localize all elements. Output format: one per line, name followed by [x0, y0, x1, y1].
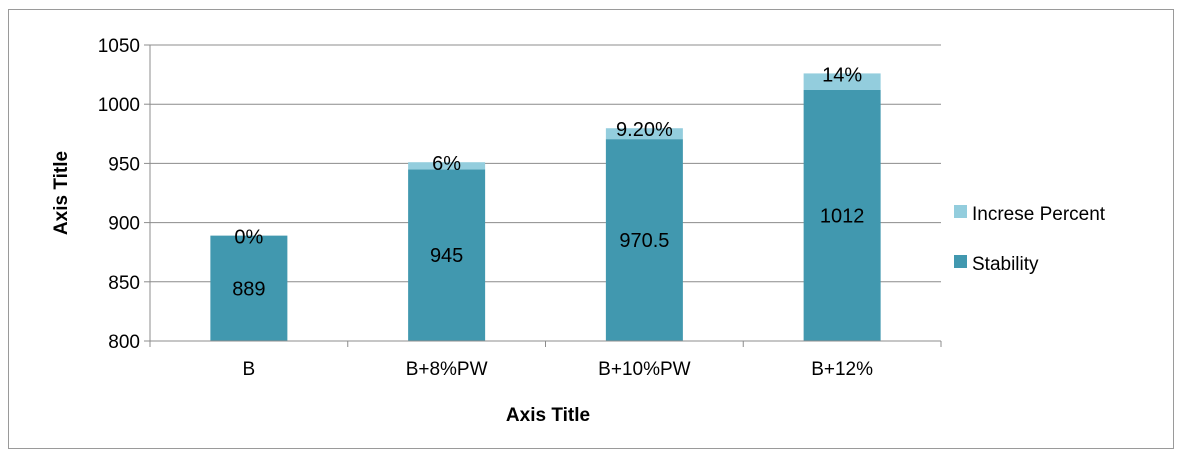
x-tick-label-0: B	[243, 359, 256, 380]
x-axis-title: Axis Title	[506, 405, 590, 426]
data-label-stability-3: 1012	[820, 205, 865, 227]
y-tick-label-1050: 1050	[98, 36, 140, 57]
x-tick-label-1: B+8%PW	[406, 359, 488, 380]
data-label-stability-2: 970.5	[619, 230, 669, 252]
data-label-stability-0: 889	[232, 278, 265, 300]
data-label-increse-percent-3: 14%	[822, 64, 862, 86]
legend-label-increse-percent: Increse Percent	[972, 204, 1106, 225]
legend-label-stability: Stability	[972, 254, 1039, 275]
legend-swatch-increse-percent	[954, 205, 967, 218]
y-tick-label-1000: 1000	[98, 95, 140, 116]
bar-stability-2	[605, 139, 683, 341]
y-axis-title: Axis Title	[51, 151, 72, 235]
bars	[210, 73, 881, 341]
legend-swatch-stability	[954, 255, 967, 268]
bar-increse-percent-2	[605, 128, 683, 140]
bar-stability-3	[803, 89, 881, 341]
y-tick-label-800: 800	[108, 332, 140, 353]
y-tick-label-950: 950	[108, 154, 140, 175]
legend: Increse Percent Stability	[954, 204, 1106, 275]
bar-stability-1	[408, 169, 486, 341]
data-label-increse-percent-2: 9.20%	[616, 119, 673, 141]
bar-increse-percent-3	[803, 73, 881, 90]
y-tick-label-900: 900	[108, 214, 140, 235]
data-label-increse-percent-0: 0%	[234, 227, 263, 249]
axes: 800 850 900 950 1000 1050 B B+8%PW B+10%PW B+12%	[98, 36, 942, 380]
data-labels: 889 0% 945 6% 970.5 9.20% 1012 14%	[232, 64, 864, 300]
y-tick-label-850: 850	[108, 273, 140, 294]
bar-increse-percent-1	[408, 162, 486, 170]
data-label-stability-1: 945	[430, 245, 463, 267]
x-tick-label-2: B+10%PW	[598, 359, 690, 380]
chart-frame	[8, 9, 1174, 449]
data-label-increse-percent-1: 6%	[432, 153, 461, 175]
x-tick-label-3: B+12%	[811, 359, 873, 380]
bar-stability-0	[210, 235, 288, 341]
